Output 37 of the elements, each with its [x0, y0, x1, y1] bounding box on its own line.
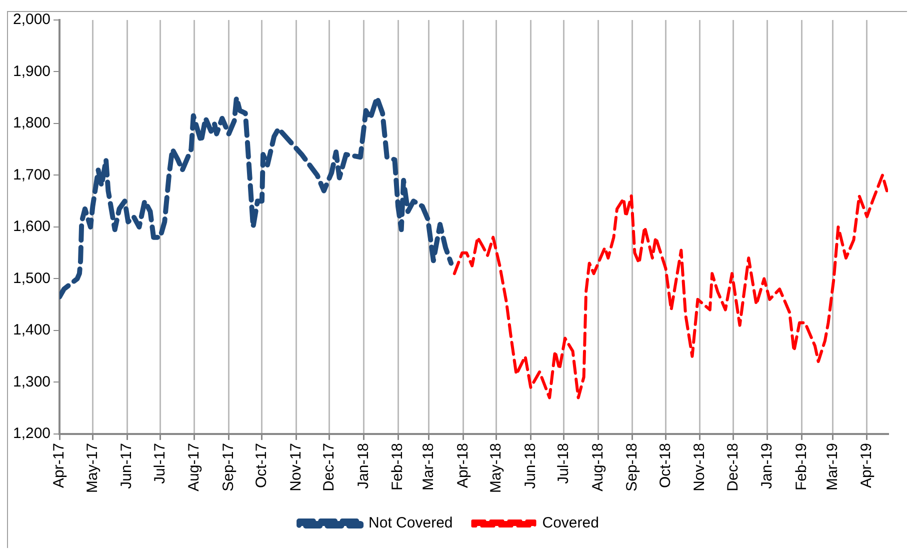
x-tick-label: Oct-17: [253, 442, 270, 488]
x-tick-label: Nov-17: [287, 442, 304, 492]
x-tick-label: Jun-17: [118, 442, 136, 489]
x-tick-label: Jul-17: [151, 442, 168, 484]
y-tick-label: 1,300: [12, 373, 51, 390]
y-tick-label: 1,400: [12, 322, 51, 339]
x-tick-label: Dec-18: [724, 442, 742, 492]
x-tick-label: Mar-19: [824, 442, 841, 490]
x-tick-label: Sep-18: [624, 442, 641, 492]
x-tick-label: Apr-19: [858, 442, 876, 488]
y-tick-label: 1,800: [12, 114, 51, 132]
x-tick-label: Dec-17: [320, 442, 338, 492]
x-tick-label: Oct-18: [656, 442, 674, 488]
x-tick-label: May-18: [488, 442, 505, 494]
x-tick-label: May-17: [84, 442, 101, 494]
x-tick-label: Apr-18: [454, 442, 472, 488]
legend-label: Not Covered: [368, 514, 453, 532]
legend-label: Covered: [542, 514, 599, 532]
x-tick-label: Jul-18: [555, 442, 572, 484]
x-tick-label: Jan-19: [758, 442, 776, 489]
x-tick-label: Jun-18: [522, 442, 539, 489]
y-tick-label: 2,000: [12, 11, 51, 28]
x-tick-label: Nov-18: [691, 442, 708, 492]
y-tick-label: 1,700: [12, 166, 51, 184]
y-tick-label: 1,900: [12, 62, 51, 80]
x-tick-label: Jan-18: [354, 442, 372, 489]
x-tick-label: Aug-18: [589, 442, 606, 492]
x-tick-label: Feb-18: [389, 442, 406, 491]
y-tick-label: 1,500: [12, 270, 51, 287]
y-tick-label: 1,200: [12, 425, 51, 442]
x-tick-label: Feb-19: [792, 442, 810, 491]
y-tick-label: 1,600: [12, 218, 51, 236]
x-tick-label: Aug-17: [186, 442, 203, 492]
x-tick-label: Sep-17: [220, 442, 237, 492]
x-tick-label: Mar-18: [420, 442, 438, 490]
line-series: [452, 174, 888, 400]
x-tick-label: Apr-17: [50, 442, 68, 488]
